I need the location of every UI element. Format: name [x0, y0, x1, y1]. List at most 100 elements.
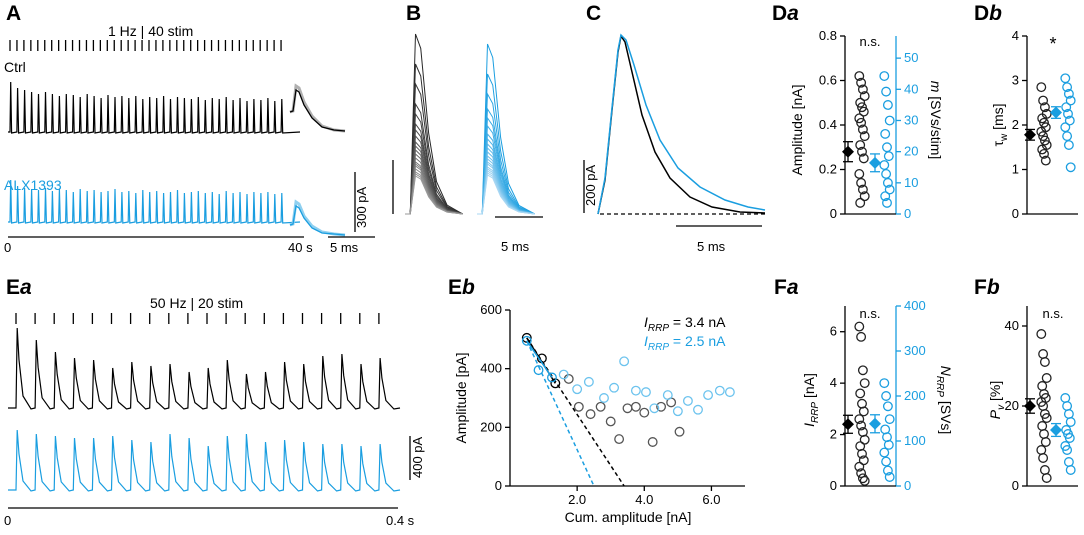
stimulus-ticks-50hz — [15, 313, 380, 324]
alx-mean-marker — [1050, 424, 1062, 436]
ctrl-point — [605, 416, 616, 427]
y2-tick-label: 200 — [904, 388, 926, 403]
alx-point — [883, 151, 894, 162]
alx-point — [1062, 445, 1073, 455]
time-scalebar-label-b: 5 ms — [501, 239, 530, 254]
ctrl-point — [857, 473, 868, 484]
panel-a: 1 Hz | 40 stim Ctrl ALX1393 0 40 s 300 p… — [4, 23, 375, 255]
ctrl-point — [856, 77, 867, 88]
ctrl-epsc-train-overlay — [405, 33, 463, 215]
ctrl-mean-marker — [842, 145, 854, 158]
ctrl-point — [854, 414, 865, 425]
y-tick-label: 0.8 — [819, 28, 837, 43]
panel-ea-label: Ea — [6, 276, 32, 299]
ctrl-point — [858, 106, 869, 117]
y-tick-label: 40 — [1005, 318, 1019, 333]
time-start-label-50hz: 0 — [4, 513, 11, 528]
ctrl-point — [856, 468, 867, 479]
alx-point — [882, 465, 893, 476]
y-tick-label: 2 — [830, 427, 837, 442]
alx-point — [879, 378, 890, 389]
panel-db-label: Db — [974, 2, 1002, 25]
alx-point — [662, 390, 673, 401]
alx-mean-marker — [869, 156, 881, 169]
fa-data-marks — [842, 321, 895, 486]
alx-point — [609, 382, 620, 393]
alx-point — [693, 404, 703, 415]
ctrl-point — [857, 365, 868, 376]
alx-point — [714, 385, 725, 396]
ctrl-point — [1039, 148, 1049, 159]
y-tick-label: 4 — [1012, 28, 1019, 43]
da-y2-ticks: 0 10 20 30 40 50 — [896, 50, 918, 221]
y2-tick-label: 100 — [904, 433, 926, 448]
time-start-label-1hz: 0 — [4, 240, 11, 255]
ctrl-point — [1041, 473, 1052, 483]
ctrl-point — [614, 434, 625, 445]
alx-point — [884, 184, 895, 195]
ctrl-point — [1038, 95, 1049, 106]
y-tick-label: 4 — [830, 375, 837, 390]
time-end-label-50hz: 0.4 s — [386, 513, 415, 528]
ctrl-point — [630, 401, 641, 412]
da-y2-label: m [SVs/stim] — [928, 81, 944, 160]
ctrl-point — [856, 117, 867, 128]
y-tick-label: 600 — [480, 302, 502, 317]
ctrl-point — [855, 97, 866, 108]
panel-fb: 0 20 40 Pv [%] n.s. — [987, 306, 1078, 493]
fb-y-label: Pv [%] — [987, 381, 1007, 419]
ctrl-point — [859, 131, 870, 142]
ctrl-point — [858, 153, 869, 164]
alx-point — [1063, 88, 1074, 99]
time-end-label-1hz: 40 s — [288, 240, 313, 255]
y-tick-label: 0.6 — [819, 73, 837, 88]
y2-tick-label: 0 — [904, 478, 911, 493]
ctrl-point — [857, 146, 867, 157]
ctrl-point — [859, 434, 870, 445]
ctrl-point — [856, 177, 867, 188]
alx-50hz-trace — [8, 429, 401, 492]
ctrl-point — [1036, 329, 1047, 339]
ctrl-point — [1039, 465, 1050, 475]
alx-point — [884, 472, 895, 482]
ctrl-point — [1038, 349, 1049, 359]
alx-point — [881, 391, 892, 401]
protocol-label-1hz: 1 Hz | 40 stim — [108, 23, 193, 39]
y2-tick-label: 400 — [904, 298, 926, 313]
alx-train-trace — [8, 179, 301, 224]
panel-db: 0 1 2 3 4 τw [ms] * — [990, 28, 1078, 221]
y-tick-label: 0.2 — [819, 162, 837, 177]
alx-point — [879, 71, 890, 82]
alx-point — [521, 335, 532, 346]
alx-normalized-epsc — [597, 33, 766, 215]
ctrl-point — [854, 461, 865, 472]
average-ctrl-epsc — [289, 83, 346, 133]
alx-point — [881, 168, 892, 179]
alx-point — [583, 376, 594, 387]
eb-data-marks — [521, 332, 735, 487]
ctrl-point — [857, 102, 867, 113]
amp-scalebar-label-400pa: 400 pA — [410, 436, 425, 478]
ctrl-point — [859, 475, 870, 486]
panel-c-label: C — [586, 2, 601, 25]
alx-point — [1064, 433, 1075, 443]
alx-fit-line — [526, 340, 595, 487]
y-tick-label: 200 — [480, 419, 502, 434]
ctrl-point — [550, 378, 561, 389]
alx-point — [879, 447, 890, 458]
ctrl-mean-marker — [1024, 400, 1036, 412]
fa-y2-label: NRRP [SVs] — [934, 366, 954, 435]
y-tick-label: 0.4 — [819, 117, 837, 132]
alx-point — [682, 395, 693, 406]
ctrl-mean-marker — [1024, 128, 1036, 141]
alx-point — [1065, 465, 1076, 475]
y-tick-label: 400 — [480, 361, 502, 376]
alx-point — [641, 387, 651, 398]
panel-eb-label: Eb — [448, 276, 475, 299]
alx-epsc-train-overlay — [477, 43, 535, 215]
ctrl-point — [856, 331, 867, 342]
alx-point — [572, 384, 583, 395]
alx-point — [1063, 108, 1073, 119]
eb-y-label: Amplitude [pA] — [453, 352, 469, 443]
